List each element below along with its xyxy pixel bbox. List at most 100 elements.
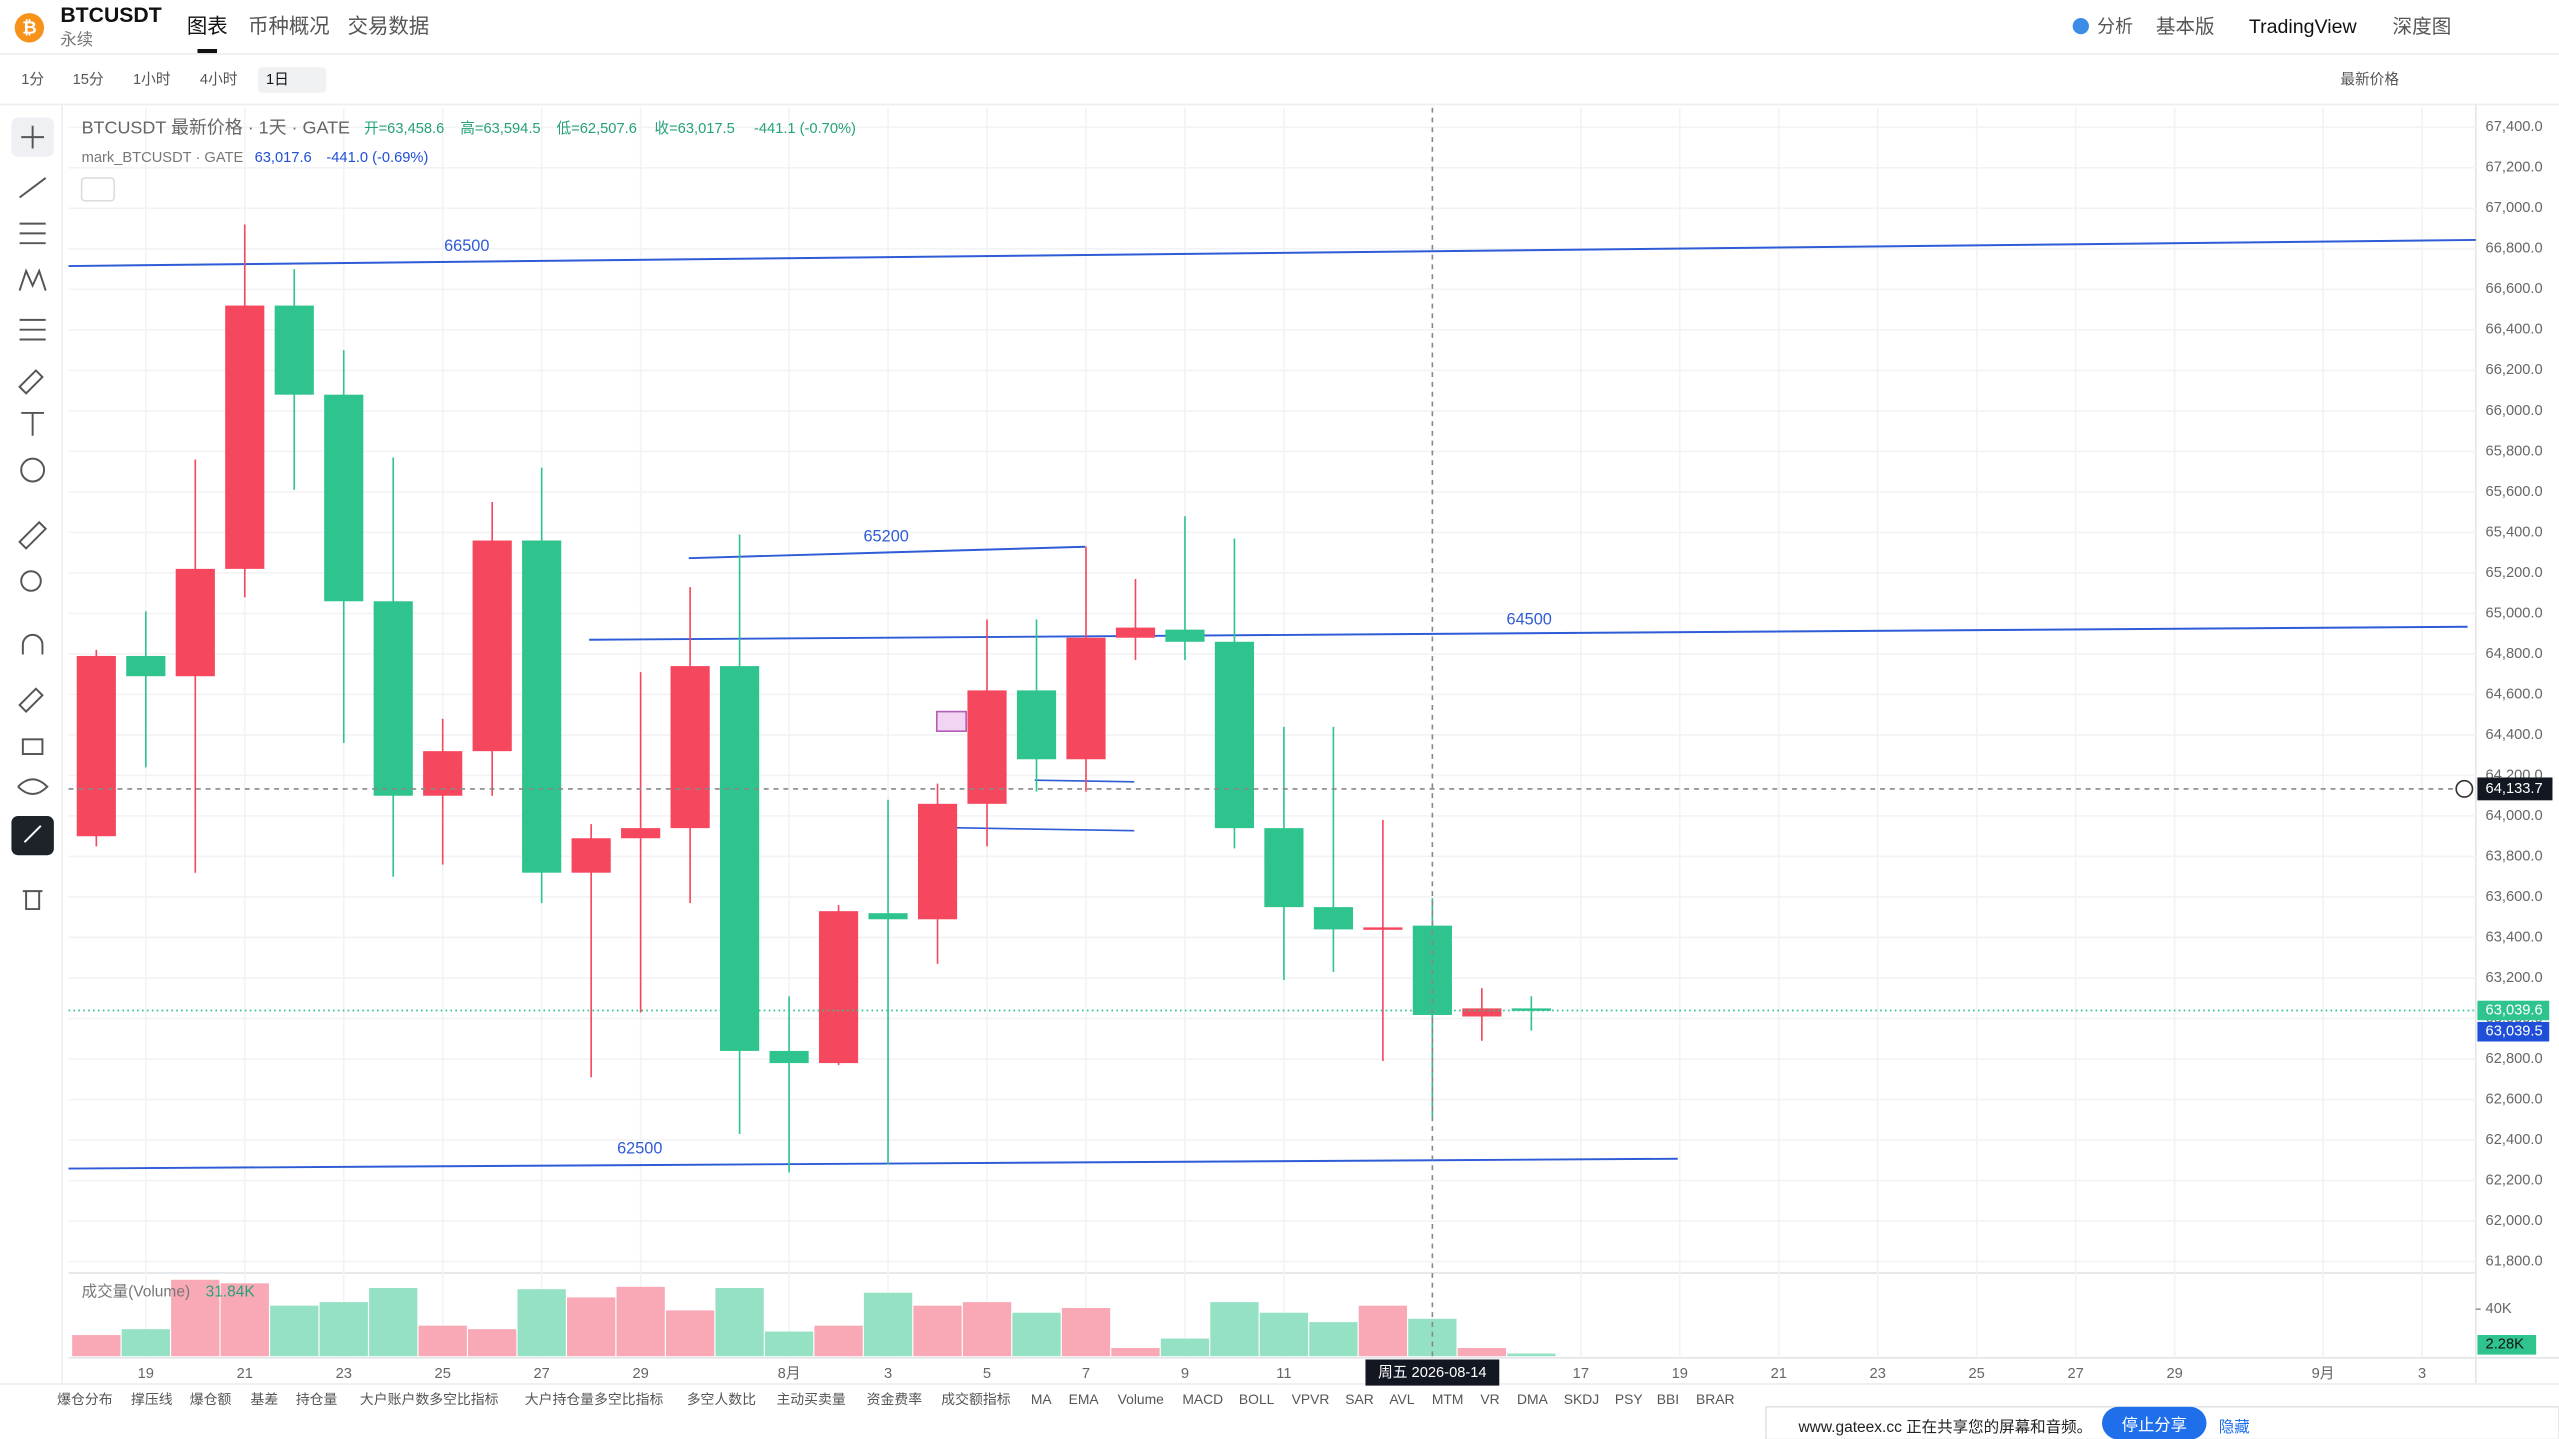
stop-share-button[interactable] [2102, 1406, 2207, 1439]
indicator-tab[interactable]: BBI [1657, 1391, 1679, 1407]
indicator-tab[interactable]: VR [1480, 1391, 1499, 1407]
candle-body [769, 1050, 809, 1064]
indicator-tab[interactable]: DMA [1517, 1391, 1549, 1407]
tool-fib[interactable] [19, 318, 46, 341]
x-tick-label: 8月 [778, 1366, 801, 1382]
x-tick-label: 25 [435, 1366, 451, 1382]
indicator-tab[interactable]: 资金费率 [867, 1391, 923, 1407]
crosshair-date-box [1365, 1359, 1500, 1386]
interval-button[interactable]: 1分 [21, 71, 44, 88]
indicator-tab[interactable]: PSY [1615, 1391, 1643, 1407]
top-link[interactable]: 深度图 [2393, 16, 2452, 38]
candle-body [225, 305, 265, 569]
indicator-tab[interactable]: 爆仓分布 [57, 1391, 113, 1407]
crosshair-price-box [2477, 777, 2553, 801]
tool-trendline[interactable] [18, 177, 47, 199]
indicator-tab[interactable]: 大户持仓量多空比指标 [525, 1391, 664, 1407]
indicator-tab[interactable]: Volume [1118, 1391, 1165, 1407]
y-tick-label: 65,600.0 [2486, 484, 2543, 500]
interval-button[interactable]: 1小时 [133, 71, 171, 88]
indicator-tab[interactable]: SKDJ [1564, 1391, 1599, 1407]
indicator-tab[interactable]: 大户账户数多空比指标 [360, 1391, 499, 1407]
indicator-tab[interactable]: SAR [1345, 1391, 1374, 1407]
tool-zoom[interactable] [20, 570, 42, 592]
drawn-box [935, 710, 967, 732]
crosshair-date-label: 周五 2026-08-14 [1378, 1364, 1486, 1381]
y-tick-label: 63,400.0 [2486, 929, 2543, 945]
legend-collapse[interactable] [80, 177, 116, 202]
interval-button[interactable]: 1日 [266, 72, 289, 88]
tool-emoji[interactable] [20, 457, 46, 483]
tool-lock[interactable] [21, 738, 44, 755]
crosshair-add-button[interactable] [2455, 779, 2474, 798]
indicator-tab[interactable]: MTM [1432, 1391, 1464, 1407]
legend-mark-name: mark_BTCUSDT · GATE [82, 150, 244, 166]
indicator-tab[interactable]: MACD [1182, 1391, 1223, 1407]
interval-button[interactable]: 15分 [73, 71, 104, 88]
interval-button[interactable]: 4小时 [200, 71, 238, 88]
y-tick-label: 62,600.0 [2486, 1091, 2543, 1107]
volume-bar [418, 1325, 467, 1357]
tool-trash[interactable] [22, 890, 43, 911]
top-tab[interactable]: 图表 [187, 15, 228, 38]
x-tick-label: 3 [884, 1366, 892, 1382]
y-tick-label: 66,200.0 [2486, 362, 2543, 378]
volume-bar [962, 1302, 1012, 1357]
share-hide[interactable]: 隐藏 [2219, 1418, 2250, 1436]
volume-bar [715, 1288, 764, 1357]
tool-text[interactable] [21, 411, 45, 436]
legend-title: BTCUSDT 最新价格 · 1天 · GATE [82, 118, 350, 138]
indicator-tab[interactable]: AVL [1389, 1391, 1414, 1407]
indicator-tab[interactable]: 撑压线 [131, 1391, 173, 1407]
top-tab[interactable]: 币种概况 [248, 15, 330, 38]
y-tick-label: 62,800.0 [2486, 1051, 2543, 1067]
drawn-segment [1034, 779, 1135, 783]
top-tab[interactable]: 交易数据 [348, 15, 430, 38]
indicator-tab[interactable]: 主动买卖量 [776, 1391, 845, 1407]
volume-bar [1160, 1338, 1210, 1357]
indicator-tab[interactable]: MA [1031, 1391, 1053, 1407]
x-tick-label: 11 [1276, 1366, 1291, 1382]
tool-brush[interactable] [18, 369, 44, 395]
coin-logo [14, 13, 45, 43]
volume-bar [171, 1279, 220, 1357]
indicator-tab[interactable]: BOLL [1239, 1391, 1275, 1407]
price-source[interactable]: 最新价格 [2340, 71, 2399, 88]
tool-link[interactable] [23, 825, 42, 843]
indicator-tab[interactable]: 多空人数比 [687, 1391, 756, 1407]
indicator-tab[interactable]: 基差 [251, 1391, 279, 1407]
indicator-tab[interactable]: 持仓量 [296, 1391, 338, 1407]
drawing-tools[interactable] [11, 117, 54, 911]
candle-body [126, 655, 166, 677]
volume-bar [1309, 1322, 1358, 1357]
last-price-label: 63,039.6 [2486, 1002, 2543, 1018]
candle-body [324, 394, 364, 602]
indicator-tab[interactable]: BRAR [1696, 1391, 1735, 1407]
tool-eye[interactable] [17, 778, 49, 795]
indicator-tab[interactable]: EMA [1069, 1391, 1100, 1407]
volume-bar [468, 1329, 517, 1357]
tool-ruler[interactable] [18, 520, 48, 550]
volume-last-label: 2.28K [2486, 1337, 2525, 1353]
volume-bar [913, 1305, 962, 1357]
candle-body [621, 828, 661, 839]
candle-body [274, 305, 314, 395]
indicator-tab[interactable]: VPVR [1292, 1391, 1330, 1407]
top-link[interactable]: TradingView [2249, 16, 2358, 38]
tool-crosshair[interactable] [21, 125, 45, 149]
x-tick-label: 21 [1771, 1366, 1787, 1382]
top-link[interactable]: 分析 [2097, 17, 2133, 37]
tool-magnet[interactable] [21, 633, 44, 655]
tool-lines[interactable] [19, 222, 46, 245]
crosshair-price-label: 64,133.7 [2486, 781, 2543, 797]
candle-body [1511, 1008, 1551, 1011]
contract-type: 永续 [60, 31, 93, 49]
indicator-tab[interactable]: 爆仓额 [190, 1391, 232, 1407]
tool-lock-draw[interactable] [18, 687, 44, 713]
top-link[interactable]: 基本版 [2156, 16, 2215, 38]
indicator-tab[interactable]: 成交额指标 [941, 1391, 1010, 1407]
share-stop[interactable]: 停止分享 [2122, 1417, 2187, 1435]
tool-pattern[interactable] [18, 268, 47, 291]
